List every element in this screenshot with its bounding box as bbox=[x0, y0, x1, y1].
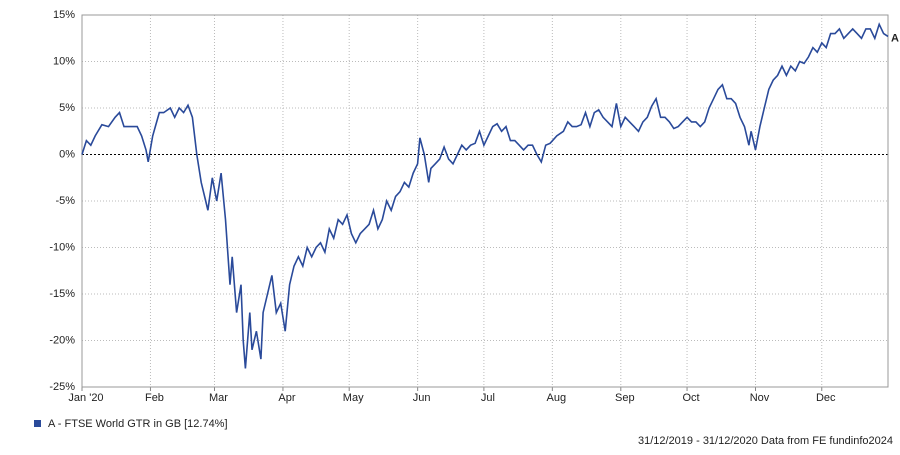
y-tick-label: -5% bbox=[55, 195, 75, 207]
x-tick-label: Jul bbox=[481, 392, 495, 404]
y-tick-label: -20% bbox=[49, 334, 75, 346]
plot-frame bbox=[81, 14, 889, 388]
x-tick-label: Mar bbox=[209, 392, 228, 404]
y-tick-label: -15% bbox=[49, 288, 75, 300]
x-tick-label: Jan '20 bbox=[68, 392, 103, 404]
y-tick-label: 0% bbox=[59, 148, 75, 160]
x-tick-label: Dec bbox=[816, 392, 836, 404]
x-tick-label: May bbox=[343, 392, 364, 404]
x-tick-label: Apr bbox=[278, 392, 295, 404]
y-tick-label: 5% bbox=[59, 102, 75, 114]
y-tick-label: 15% bbox=[53, 9, 75, 21]
x-tick-label: Nov bbox=[750, 392, 770, 404]
x-tick-label: Jun bbox=[413, 392, 431, 404]
legend-swatch bbox=[34, 420, 41, 427]
legend-label: A - FTSE World GTR in GB [12.74%] bbox=[48, 418, 228, 430]
x-tick-label: Aug bbox=[547, 392, 567, 404]
footer: 31/12/2019 - 31/12/2020 Data from FE fun… bbox=[638, 435, 893, 447]
line-series bbox=[81, 22, 889, 369]
y-tick-label: -10% bbox=[49, 241, 75, 253]
x-tick-label: Sep bbox=[615, 392, 635, 404]
y-tick-label: -25% bbox=[49, 381, 75, 393]
end-label: A bbox=[891, 32, 899, 44]
x-tick-label: Feb bbox=[145, 392, 164, 404]
x-tick-label: Oct bbox=[682, 392, 699, 404]
y-tick-label: 10% bbox=[53, 55, 75, 67]
